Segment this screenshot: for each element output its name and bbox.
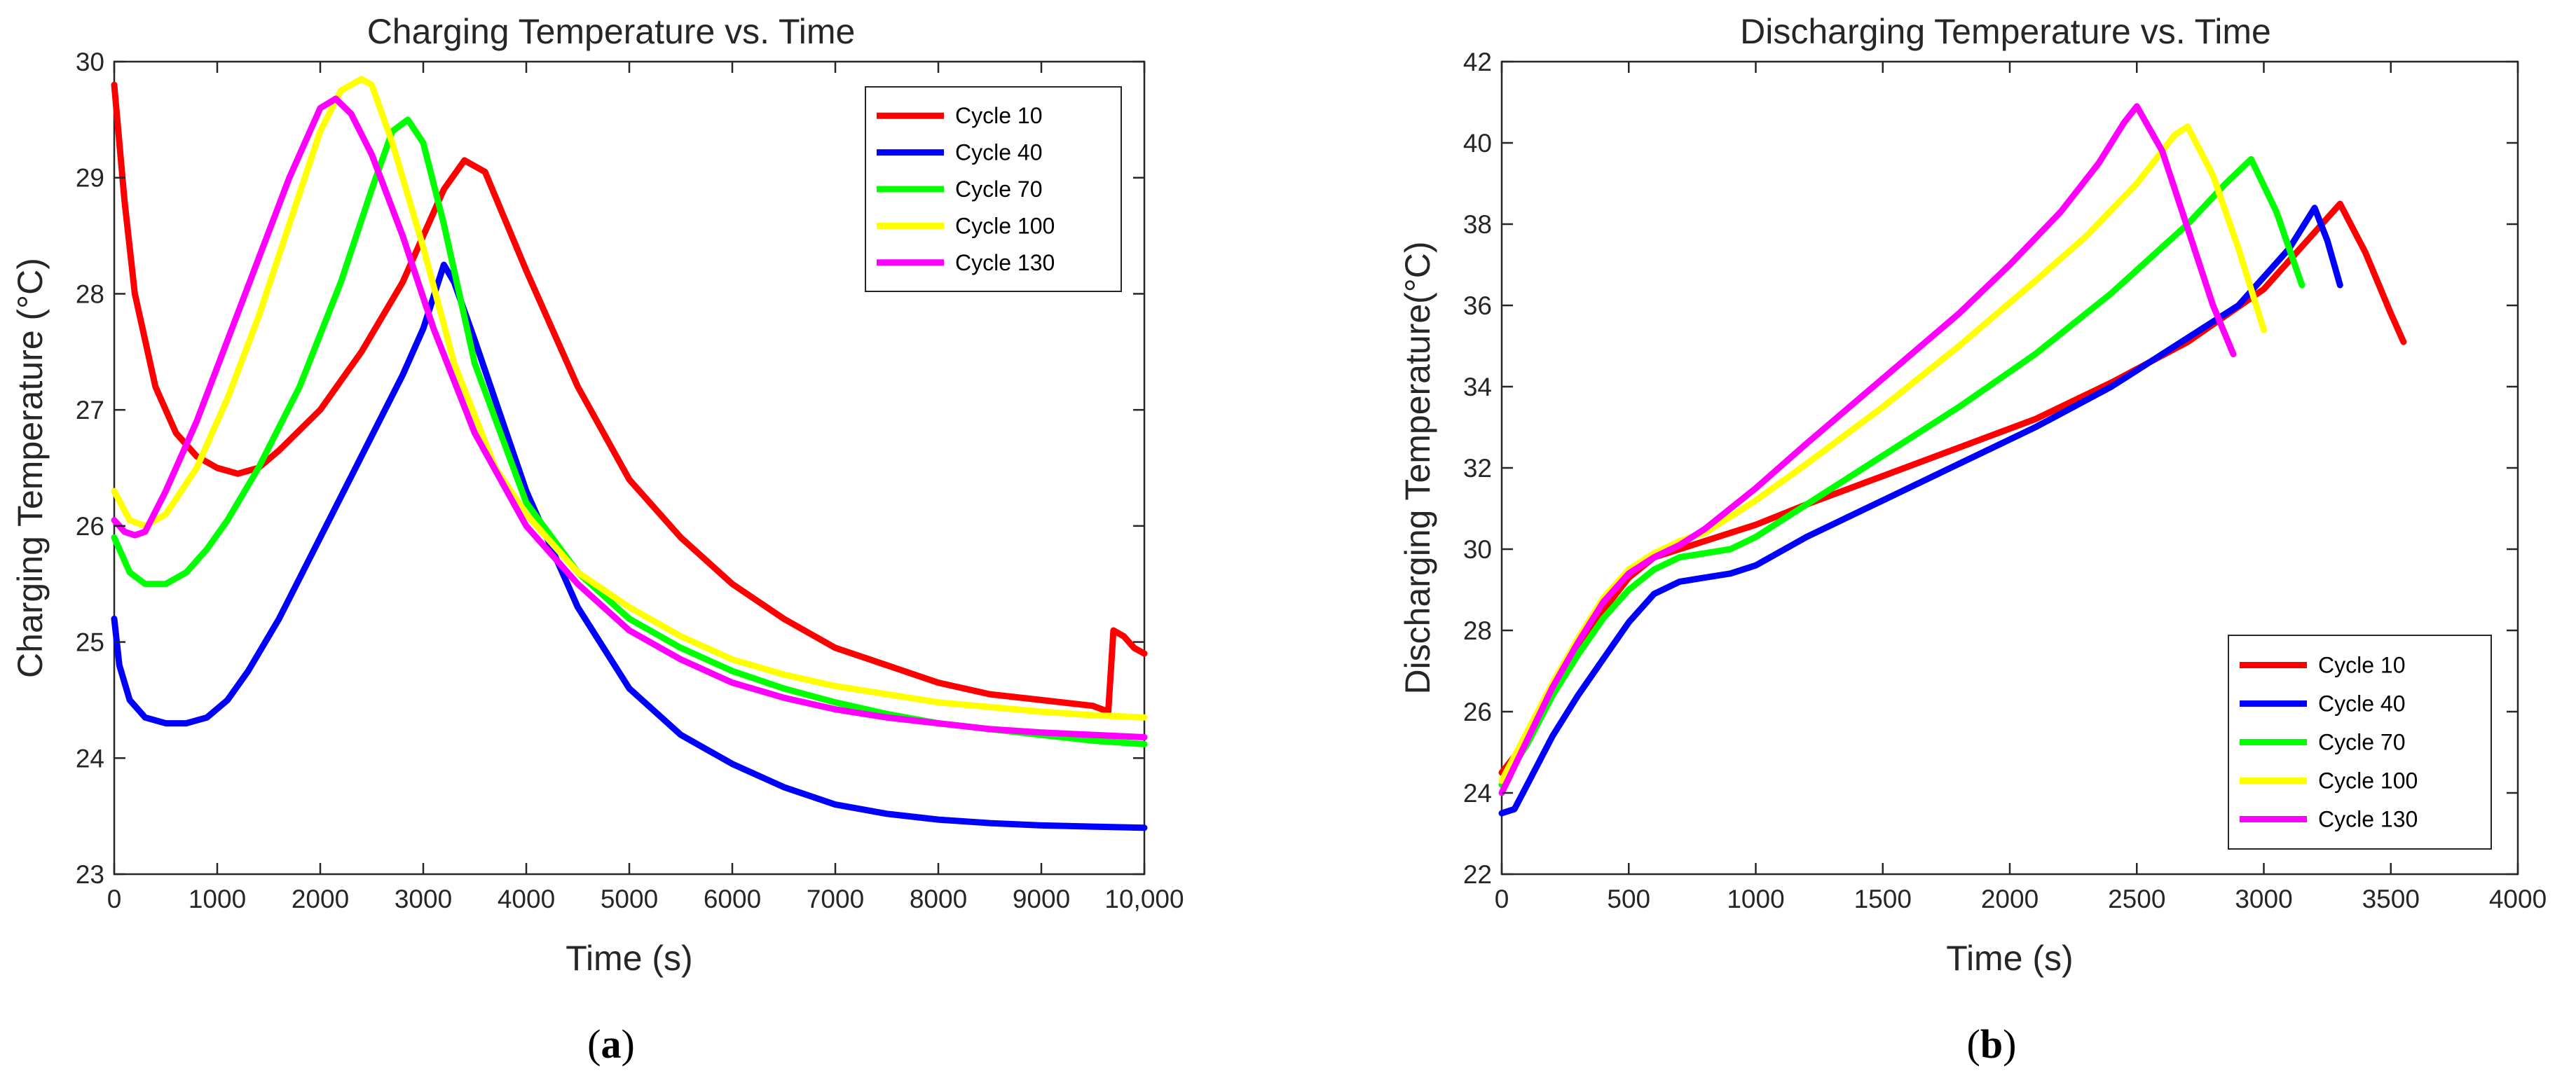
x-tick-label: 9000 bbox=[1013, 885, 1070, 913]
series-line-cycle-130 bbox=[111, 95, 1148, 740]
series-layer bbox=[111, 76, 1148, 831]
legend-item: Cycle 100 bbox=[877, 213, 1055, 238]
x-tick-label: 5000 bbox=[601, 885, 658, 913]
legend-item: Cycle 130 bbox=[2240, 807, 2418, 832]
x-tick-label: 3000 bbox=[395, 885, 452, 913]
series-line-cycle-70 bbox=[1498, 156, 2306, 788]
x-axis-label: Time (s) bbox=[1946, 939, 2073, 978]
y-tick-label: 34 bbox=[1463, 373, 1492, 401]
legend-item: Cycle 70 bbox=[877, 177, 1043, 202]
y-tick-label: 28 bbox=[76, 279, 104, 308]
y-axis-label: Charging Temperature (°C) bbox=[11, 258, 50, 678]
y-tick-label: 30 bbox=[76, 48, 104, 76]
legend-item: Cycle 130 bbox=[877, 250, 1055, 275]
x-tick-label: 4000 bbox=[498, 885, 555, 913]
chart-panel-a: Charging Temperature vs. Time 0 1000 2000 3… bbox=[11, 12, 1184, 1067]
x-tick-label: 2000 bbox=[1981, 885, 2039, 913]
y-tick-label: 26 bbox=[1463, 698, 1492, 726]
x-tick-label: 1000 bbox=[189, 885, 246, 913]
y-tick-label: 24 bbox=[76, 744, 104, 773]
x-tick-label: 4000 bbox=[2489, 885, 2547, 913]
y-tick-label: 29 bbox=[76, 164, 104, 193]
x-tick-label: 1000 bbox=[1727, 885, 1784, 913]
y-tick-label: 38 bbox=[1463, 210, 1492, 239]
series-line-cycle-40 bbox=[1498, 205, 2343, 817]
legend-label: Cycle 100 bbox=[2318, 768, 2418, 794]
legend-item: Cycle 40 bbox=[2240, 691, 2406, 717]
x-tick-label: 8000 bbox=[910, 885, 967, 913]
x-tick-label: 3500 bbox=[2362, 885, 2420, 913]
y-tick-label: 30 bbox=[1463, 535, 1492, 564]
x-tick-label: 2000 bbox=[292, 885, 349, 913]
legend-label: Cycle 10 bbox=[2318, 653, 2406, 678]
legend-label: Cycle 40 bbox=[2318, 691, 2406, 717]
x-tick-label: 6000 bbox=[704, 885, 761, 913]
y-tick-label: 23 bbox=[76, 860, 104, 889]
x-tick-label: 7000 bbox=[807, 885, 864, 913]
y-tick-label: 26 bbox=[76, 512, 104, 541]
ticks-layer: 0 1000 2000 3000 4000 5000 6000 7000 8000 9000 10,… bbox=[76, 48, 1184, 913]
y-tick-label: 32 bbox=[1463, 454, 1492, 483]
x-tick-label: 1500 bbox=[1854, 885, 1912, 913]
y-tick-label: 28 bbox=[1463, 616, 1492, 645]
y-tick-label: 25 bbox=[76, 628, 104, 657]
x-tick-label: 2500 bbox=[2108, 885, 2165, 913]
ticks-layer: 0 500 1000 1500 2000 2500 3000 3500 4000 22 24 26 28… bbox=[1463, 48, 2547, 913]
legend-item: Cycle 100 bbox=[2240, 768, 2418, 794]
legend-label: Cycle 10 bbox=[955, 103, 1043, 128]
legend-label: Cycle 130 bbox=[955, 250, 1055, 275]
legend-item: Cycle 70 bbox=[2240, 730, 2406, 755]
legend-item: Cycle 10 bbox=[877, 103, 1043, 128]
panel-label: (b) bbox=[1967, 1021, 2017, 1067]
series-line-cycle-10 bbox=[1498, 200, 2407, 776]
legend-label: Cycle 100 bbox=[955, 213, 1055, 238]
series-line-cycle-130 bbox=[1498, 103, 2237, 796]
x-tick-label: 3000 bbox=[2235, 885, 2292, 913]
x-tick-label: 500 bbox=[1607, 885, 1650, 913]
legend: Cycle 10 Cycle 40 Cycle 70 Cycle 100 Cycle 1… bbox=[2228, 635, 2492, 850]
x-tick-label: 0 bbox=[1495, 885, 1509, 913]
y-tick-label: 24 bbox=[1463, 779, 1492, 808]
chart-panel-b: Discharging Temperature vs. Time 0 500 100… bbox=[1398, 12, 2547, 1067]
y-tick-label: 27 bbox=[76, 396, 104, 424]
chart-title: Charging Temperature vs. Time bbox=[367, 12, 856, 51]
legend-item: Cycle 10 bbox=[2240, 653, 2406, 678]
legend-label: Cycle 40 bbox=[955, 140, 1043, 165]
y-tick-label: 22 bbox=[1463, 860, 1492, 889]
series-layer bbox=[1498, 103, 2407, 817]
legend-label: Cycle 70 bbox=[2318, 730, 2406, 755]
y-tick-label: 40 bbox=[1463, 129, 1492, 158]
legend: Cycle 10 Cycle 40 Cycle 70 Cycle 100 Cycle 1… bbox=[865, 86, 1122, 292]
y-axis-label: Discharging Temperature(°C) bbox=[1398, 241, 1437, 694]
y-tick-label: 42 bbox=[1463, 48, 1492, 76]
y-tick-label: 36 bbox=[1463, 291, 1492, 320]
series-line-cycle-100 bbox=[111, 76, 1148, 721]
x-tick-label: 10,000 bbox=[1104, 885, 1184, 913]
x-axis-label: Time (s) bbox=[566, 939, 692, 978]
series-line-cycle-40 bbox=[111, 261, 1148, 831]
chart-title: Discharging Temperature vs. Time bbox=[1740, 12, 2271, 51]
legend-item: Cycle 40 bbox=[877, 140, 1043, 165]
legend-label: Cycle 70 bbox=[955, 177, 1043, 202]
x-tick-label: 0 bbox=[107, 885, 122, 913]
legend-label: Cycle 130 bbox=[2318, 807, 2418, 832]
panel-label: (a) bbox=[587, 1021, 635, 1067]
